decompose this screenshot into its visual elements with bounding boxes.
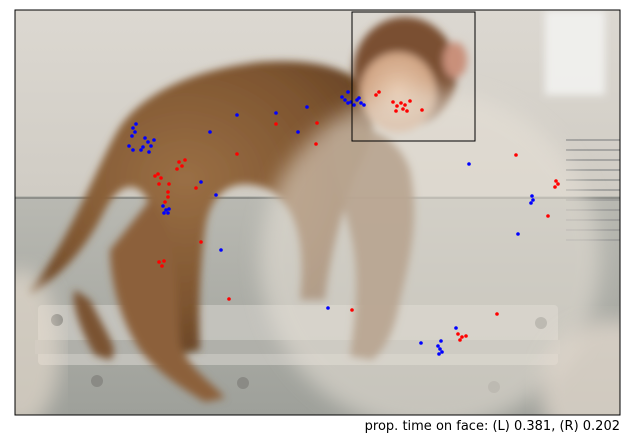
gaze-point bbox=[149, 144, 153, 148]
gaze-point bbox=[161, 204, 165, 208]
gaze-point bbox=[419, 341, 423, 345]
gaze-point bbox=[175, 167, 179, 171]
gaze-point bbox=[162, 259, 166, 263]
gaze-point bbox=[164, 208, 168, 212]
gaze-point bbox=[194, 186, 198, 190]
gaze-point bbox=[554, 179, 558, 183]
gaze-point bbox=[139, 148, 143, 152]
gaze-point bbox=[516, 232, 520, 236]
axes-frame bbox=[14, 9, 621, 416]
gaze-point bbox=[395, 104, 399, 108]
gaze-point bbox=[162, 211, 166, 215]
gaze-point bbox=[460, 335, 464, 339]
gaze-point bbox=[420, 108, 424, 112]
gaze-point bbox=[131, 148, 135, 152]
gaze-point bbox=[214, 193, 218, 197]
gaze-point bbox=[127, 144, 131, 148]
gaze-point bbox=[437, 352, 441, 356]
gaze-point bbox=[235, 152, 239, 156]
gaze-point bbox=[199, 180, 203, 184]
gaze-point bbox=[546, 214, 550, 218]
gaze-point bbox=[235, 113, 239, 117]
gaze-point bbox=[208, 130, 212, 134]
gaze-point bbox=[350, 308, 354, 312]
gaze-point bbox=[315, 121, 319, 125]
gaze-point bbox=[152, 138, 156, 142]
gaze-point bbox=[454, 326, 458, 330]
gaze-point bbox=[394, 109, 398, 113]
gaze-point bbox=[166, 211, 170, 215]
gaze-series-blue bbox=[127, 90, 535, 356]
gaze-point bbox=[359, 101, 363, 105]
gaze-point bbox=[464, 334, 468, 338]
gaze-point bbox=[439, 339, 443, 343]
gaze-point bbox=[374, 93, 378, 97]
gaze-point bbox=[131, 126, 135, 130]
gaze-point bbox=[227, 297, 231, 301]
gaze-point bbox=[405, 109, 409, 113]
gaze-point bbox=[403, 103, 407, 107]
gaze-point bbox=[362, 103, 366, 107]
gaze-point bbox=[177, 160, 181, 164]
gaze-point bbox=[166, 190, 170, 194]
gaze-point bbox=[274, 111, 278, 115]
gaze-point bbox=[130, 134, 134, 138]
gaze-point bbox=[314, 142, 318, 146]
gaze-point bbox=[401, 107, 405, 111]
face-time-caption: prop. time on face: (L) 0.381, (R) 0.202 bbox=[364, 419, 620, 434]
gaze-point bbox=[357, 96, 361, 100]
gaze-point bbox=[296, 130, 300, 134]
gaze-point bbox=[166, 195, 170, 199]
gaze-point bbox=[514, 153, 518, 157]
gaze-point bbox=[305, 105, 309, 109]
gaze-point bbox=[408, 99, 412, 103]
gaze-point bbox=[556, 182, 560, 186]
gaze-point bbox=[199, 240, 203, 244]
gaze-point bbox=[157, 260, 161, 264]
gaze-point bbox=[343, 98, 347, 102]
gaze-point bbox=[377, 90, 381, 94]
gaze-point bbox=[157, 182, 161, 186]
gaze-point bbox=[147, 150, 151, 154]
background-photo bbox=[15, 10, 620, 415]
gaze-point bbox=[274, 122, 278, 126]
gaze-series-red bbox=[153, 90, 560, 342]
gaze-point bbox=[160, 264, 164, 268]
gaze-point bbox=[163, 200, 167, 204]
gaze-point bbox=[346, 101, 350, 105]
gaze-series-layer bbox=[127, 90, 560, 356]
gaze-point bbox=[219, 248, 223, 252]
gaze-point bbox=[180, 164, 184, 168]
gaze-point bbox=[167, 207, 171, 211]
gaze-point bbox=[436, 344, 440, 348]
gaze-point bbox=[167, 182, 171, 186]
gaze-point bbox=[183, 158, 187, 162]
gaze-point bbox=[133, 130, 137, 134]
gaze-point bbox=[530, 194, 534, 198]
gaze-point bbox=[134, 122, 138, 126]
gaze-point bbox=[159, 176, 163, 180]
gaze-point bbox=[495, 312, 499, 316]
gaze-point bbox=[399, 101, 403, 105]
gaze-point bbox=[391, 100, 395, 104]
gaze-point bbox=[141, 145, 145, 149]
gaze-point bbox=[529, 201, 533, 205]
gaze-point bbox=[531, 198, 535, 202]
gaze-point bbox=[458, 338, 462, 342]
gaze-point bbox=[352, 103, 356, 107]
gaze-point bbox=[143, 136, 147, 140]
gaze-point bbox=[553, 185, 557, 189]
gaze-point bbox=[156, 172, 160, 176]
gaze-point bbox=[346, 90, 350, 94]
gaze-point bbox=[440, 350, 444, 354]
gaze-point bbox=[456, 332, 460, 336]
gaze-point bbox=[438, 347, 442, 351]
gaze-point bbox=[153, 174, 157, 178]
gaze-point bbox=[146, 140, 150, 144]
face-roi-box bbox=[351, 11, 476, 142]
gaze-point bbox=[467, 162, 471, 166]
gaze-point bbox=[326, 306, 330, 310]
gaze-point bbox=[340, 95, 344, 99]
